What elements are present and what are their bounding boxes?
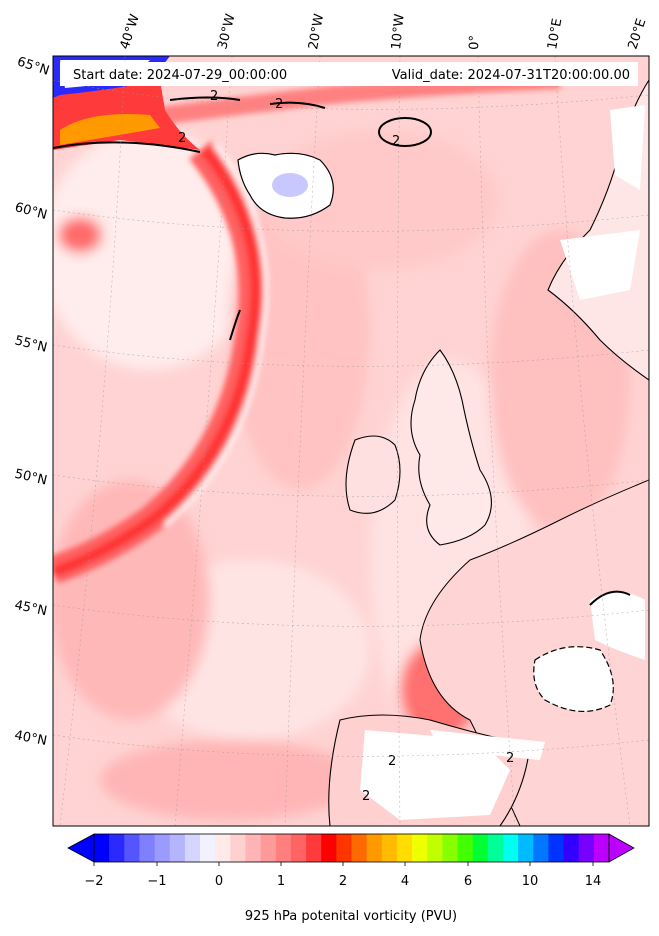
colorbar-swatch: [472, 834, 489, 862]
colorbar-swatch: [487, 834, 504, 862]
contour-label: 2: [392, 134, 400, 149]
lon-label-20w: 20°W: [306, 13, 327, 51]
colorbar-swatch: [184, 834, 201, 862]
colorbar-swatch: [548, 834, 564, 862]
contour-label: 2: [388, 754, 396, 769]
colorbar-swatch: [427, 834, 443, 862]
lat-label-65n: 65°N: [15, 54, 51, 78]
lon-label-40w: 40°W: [118, 12, 143, 51]
header-box: [60, 62, 638, 86]
colorbar-tick-label: 0: [215, 874, 223, 889]
valid-date-label: Valid_date: 2024-07-31T20:00:00.00: [392, 68, 630, 83]
colorbar-swatch: [381, 834, 398, 862]
colorbar-extend-max: [608, 833, 635, 863]
colorbar-tick-label: 1: [277, 874, 285, 889]
colorbar-tick-label: 2: [339, 874, 347, 889]
lat-label-40n: 40°N: [13, 728, 48, 749]
colorbar-label: 925 hPa potenital vorticity (PVU): [245, 909, 457, 924]
colorbar-tick-label: 6: [464, 874, 472, 889]
graticule: [53, 56, 649, 826]
colorbar-swatch: [306, 834, 322, 862]
colorbar-swatch: [412, 834, 428, 862]
iceland: [237, 152, 334, 219]
colorbar-ticks: −2 −1 0 1 2 4 6 10 14: [84, 874, 601, 889]
colorbar-swatch: [336, 834, 352, 862]
scandinavia: [547, 78, 649, 381]
contour-label: 2: [178, 131, 186, 146]
colorbar-swatch: [290, 834, 307, 862]
colorbar-swatch: [154, 834, 171, 862]
colorbar-swatch: [245, 834, 262, 862]
contour-label: 2: [275, 97, 283, 112]
contour-labels: 2 2 2 2 2 2 2: [178, 89, 514, 804]
colorbar-swatch: [169, 834, 186, 862]
colorbar-swatch: [442, 834, 458, 862]
colorbar-swatch: [109, 834, 125, 862]
iberia: [328, 714, 545, 826]
lon-label-0: 0°: [467, 35, 483, 50]
colorbar-tick-label: 14: [585, 874, 602, 889]
colorbar-swatch: [139, 834, 155, 862]
colorbar-swatch: [124, 834, 140, 862]
colorbar-swatch: [563, 834, 580, 862]
colorbar-swatch: [502, 834, 519, 862]
colorbar-extend-min: [67, 833, 95, 863]
lat-label-55n: 55°N: [13, 333, 48, 355]
latitude-labels: 65°N 60°N 55°N 50°N 45°N 40°N: [13, 54, 51, 749]
colorbar-swatch: [518, 834, 534, 862]
lon-label-10w: 10°W: [389, 13, 408, 50]
map-frame: [52, 55, 650, 827]
colorbar-tick-label: −2: [84, 874, 103, 889]
longitude-labels: 40°W 30°W 20°W 10°W 0° 10°E 20°E: [118, 12, 650, 51]
start-date-label: Start date: 2024-07-29_00:00:00: [73, 68, 287, 83]
lon-label-30w: 30°W: [215, 12, 238, 51]
colorbar-tick-label: −1: [147, 874, 166, 889]
lon-label-10e: 10°E: [545, 17, 565, 50]
colorbar-swatch: [260, 834, 277, 862]
map-panel: 2 2 2 2 2 2 2 Start date: 2024-07-29_00:…: [53, 56, 649, 826]
colorbar-swatch: [230, 834, 246, 862]
colorbar: [67, 833, 635, 866]
colorbar-swatch: [215, 834, 231, 862]
colorbar-swatch: [457, 834, 474, 862]
colorbar-frame: [93, 833, 610, 863]
lat-label-45n: 45°N: [13, 598, 48, 619]
colorbar-swatch: [275, 834, 292, 862]
lat-label-50n: 50°N: [13, 467, 48, 489]
colorbar-swatch: [593, 834, 610, 862]
colorbar-tick-label: 10: [522, 874, 539, 889]
colorbar-swatch: [533, 834, 549, 862]
british-isles: [345, 349, 492, 546]
contour-label: 2: [210, 89, 218, 104]
contour-label: 2: [506, 751, 514, 766]
colorbar-swatch: [94, 834, 110, 862]
colorbar-swatch: [200, 834, 216, 862]
colorbar-tick-label: 4: [401, 874, 409, 889]
colorbar-swatch: [351, 834, 368, 862]
colorbar-swatch: [366, 834, 383, 862]
contour-label: 2: [362, 789, 370, 804]
colorbar-swatch: [578, 834, 595, 862]
colorbar-swatch: [321, 834, 337, 862]
colorbar-swatch: [396, 834, 413, 862]
lon-label-20e: 20°E: [626, 17, 650, 51]
lat-label-60n: 60°N: [13, 200, 49, 223]
